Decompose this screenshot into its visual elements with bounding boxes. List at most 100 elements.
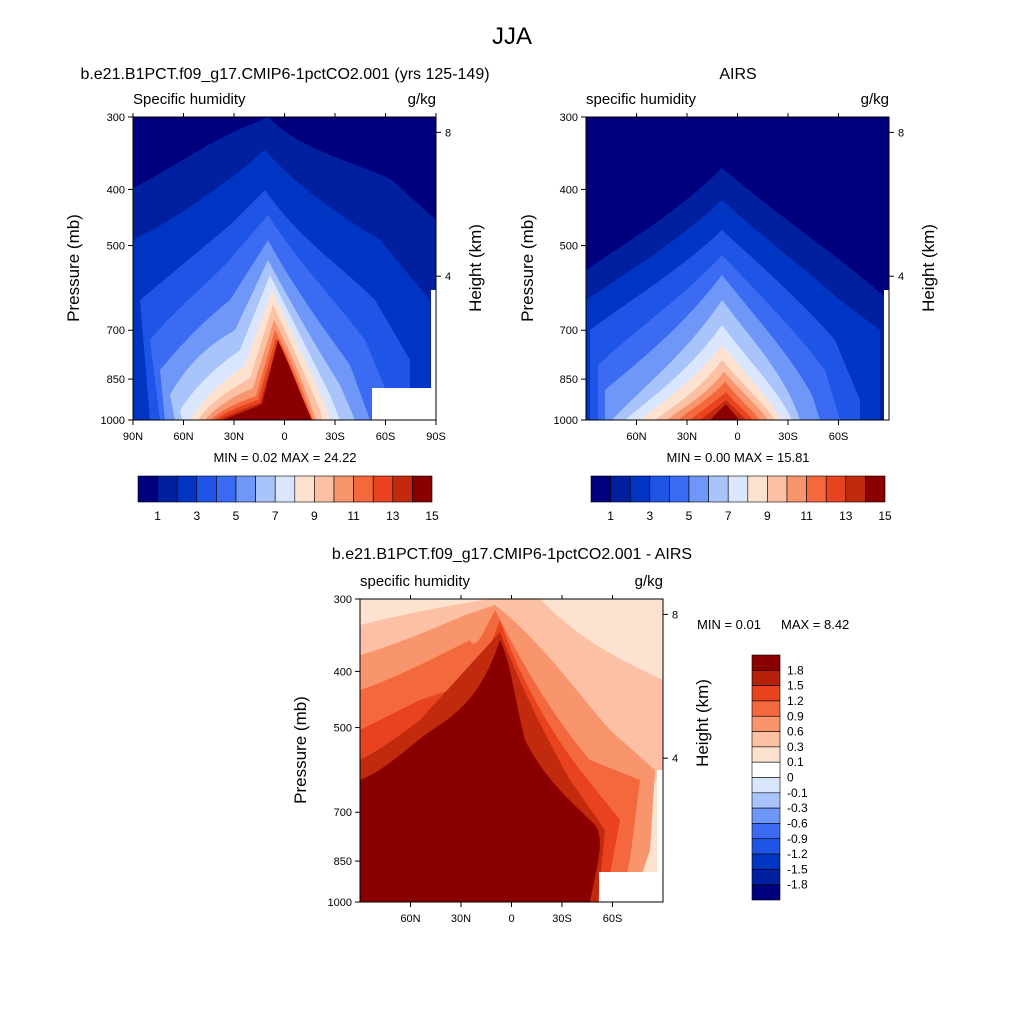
xtick-label: 90N [123,431,143,443]
colorbar-swatch [751,761,781,778]
colorbar-swatch [629,475,651,503]
y2tick-label: 8 [445,127,451,139]
contour-level-15 [710,404,740,420]
xtick-label: 60N [400,913,420,925]
colorbar-swatch [688,475,709,503]
panel-obs-subtitle-left: specific humidity [586,91,697,108]
xtick-label: 0 [508,913,514,925]
colorbar-label: 5 [686,509,693,523]
colorbar-label: 1 [154,509,161,523]
panel-model-y2label: Height (km) [466,224,485,312]
colorbar-label: -1.8 [787,878,808,892]
colorbar-swatch [751,777,781,794]
missing-data-mask [372,388,436,420]
colorbar-swatch [255,475,276,503]
colorbar-label: 0.9 [787,709,804,723]
xtick-label: 30S [552,913,572,925]
panel-model-title: b.e21.B1PCT.f09_g17.CMIP6-1pctCO2.001 (y… [80,66,489,83]
missing-data-mask [884,290,889,420]
colorbar-label: -1.5 [787,862,808,876]
missing-data-mask [657,770,663,872]
colorbar-label: 0.1 [787,755,804,769]
ytick-label: 300 [107,112,125,124]
colorbar-swatch [235,475,256,503]
panel-obs-field [586,117,889,420]
colorbar-swatch [274,475,296,503]
colorbar-swatch [610,475,631,503]
y2tick-label: 4 [445,271,451,283]
colorbar-label: 1.5 [787,679,804,693]
colorbar-swatch [751,685,781,702]
colorbar-swatch [751,654,781,671]
panel-obs-y2label: Height (km) [919,224,938,312]
colorbar-swatch [353,475,374,503]
ytick-label: 300 [334,594,352,606]
colorbar-label: 1 [607,509,614,523]
colorbar-label: 3 [646,509,653,523]
colorbar-label: -0.1 [787,786,808,800]
ytick-label: 400 [334,666,352,678]
xtick-label: 30S [325,431,345,443]
colorbar-swatch [412,475,433,503]
colorbar-swatch [751,700,781,717]
y2tick-label: 8 [672,609,678,621]
ytick-label: 700 [560,325,578,337]
missing-data-mask [431,290,436,390]
panel-model-stats: MIN = 0.02 MAX = 24.22 [213,450,356,465]
colorbar-label: 9 [311,509,318,523]
ytick-label: 500 [334,723,352,735]
colorbar-swatch [751,670,781,686]
panel-difference-ylabel: Pressure (mb) [291,696,310,804]
xtick-label: 0 [281,431,287,443]
colorbar-swatch [294,475,315,503]
panel-difference-stats-min: MIN = 0.01 [697,617,761,632]
ytick-label: 700 [107,325,125,337]
colorbar-label: -1.2 [787,847,808,861]
colorbar-label: -0.3 [787,801,808,815]
colorbar-label: 15 [878,509,892,523]
ytick-label: 400 [560,184,578,196]
colorbar-label: 7 [725,509,732,523]
colorbar-swatch [314,475,335,503]
panel-obs: AIRS specific humidity g/kg 300 400 500 700… [518,66,938,523]
colorbar-swatch [751,823,781,840]
xtick-label: 90S [426,431,446,443]
colorbar-swatch [727,475,749,503]
ytick-label: 850 [107,374,125,386]
panel-difference-axes: 300 400 500 700 850 1000 8 4 60N 30N 0 30S 60S [328,594,679,925]
colorbar-label: 5 [233,509,240,523]
colorbar-swatch [137,475,158,503]
colorbar-swatch [669,475,690,503]
panel-difference-colorbar: 1.81.51.20.90.60.30.10-0.1-0.3-0.6-0.9-1… [751,654,808,901]
panel-difference-subtitle-left: specific humidity [360,573,471,590]
colorbar-swatch [196,475,217,503]
colorbar-swatch [865,475,886,503]
colorbar-swatch [157,475,178,503]
colorbar-label: 13 [839,509,853,523]
ytick-label: 300 [560,112,578,124]
panel-difference: b.e21.B1PCT.f09_g17.CMIP6-1pctCO2.001 - … [291,546,849,925]
colorbar-label: 0.6 [787,725,804,739]
colorbar-label: 13 [386,509,400,523]
panel-model-field [133,117,436,420]
missing-data-mask [599,872,663,902]
colorbar-swatch [751,792,781,809]
panel-obs-axes: 300 400 500 700 850 1000 8 4 60N 30N 0 30S 60S [554,112,905,443]
panel-model-subtitle-left: Specific humidity [133,91,246,108]
diff-level-max [360,640,600,902]
ytick-label: 1000 [554,415,578,427]
xtick-label: 60S [829,431,849,443]
colorbar-label: 7 [272,509,279,523]
xtick-label: 60S [376,431,396,443]
panel-difference-stats-max: MAX = 8.42 [781,617,849,632]
colorbar-label: -0.6 [787,816,808,830]
panel-difference-subtitle-right: g/kg [635,573,663,590]
colorbar-swatch [751,807,781,824]
colorbar-swatch [751,853,781,870]
xtick-label: 60S [603,913,623,925]
colorbar-swatch [751,731,781,748]
colorbar-swatch [333,475,354,503]
colorbar-swatch [751,869,781,885]
panel-model-colorbar: 1 3 5 7 9 11 13 15 [137,475,439,523]
colorbar-swatch [372,475,394,503]
